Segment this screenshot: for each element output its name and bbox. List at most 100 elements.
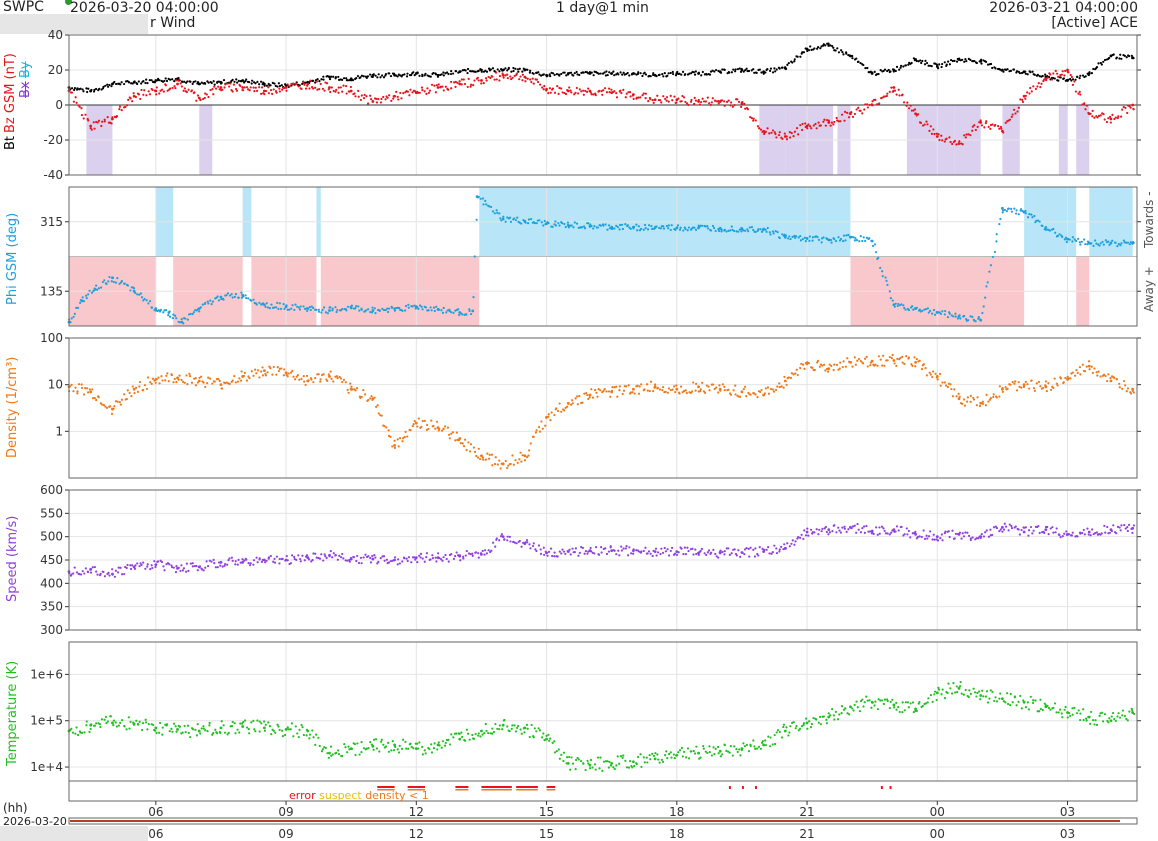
temperature-point (305, 734, 308, 737)
density-point (844, 365, 848, 368)
phi-point (445, 311, 448, 314)
phi-point (1035, 219, 1038, 222)
bz-point (139, 97, 142, 101)
speed-point (396, 563, 399, 566)
speed-point (831, 529, 834, 533)
bt-point (405, 75, 409, 78)
density-point (330, 377, 333, 380)
speed-point (900, 525, 903, 528)
temperature-point (557, 748, 560, 751)
density-point (966, 396, 969, 399)
temperature-point (194, 728, 197, 731)
speed-point (987, 535, 991, 538)
phi-point (264, 305, 267, 308)
bz-point (329, 90, 332, 94)
temperature-point (423, 749, 426, 752)
temperature-point (526, 727, 529, 730)
temperature-point (204, 729, 207, 732)
density-point (1062, 381, 1065, 384)
phi-point (897, 302, 900, 306)
density-point (175, 380, 178, 384)
temperature-point (128, 727, 131, 730)
temperature-point (231, 720, 234, 724)
bt-point (341, 78, 344, 82)
speed-point (654, 547, 658, 550)
temperature-point (380, 740, 383, 743)
speed-point (705, 553, 708, 557)
bt-point (700, 74, 703, 77)
phi-point (804, 240, 807, 243)
y-tick-label: 135 (40, 284, 63, 298)
temperature-point (660, 758, 663, 761)
bt-point (744, 69, 747, 72)
phi-point (168, 315, 172, 318)
density-point (649, 380, 653, 383)
bz-point (327, 88, 330, 91)
speed-point (397, 558, 400, 561)
density-point (377, 412, 380, 415)
speed-point (401, 560, 404, 563)
phi-point (312, 306, 315, 310)
temperature-point (525, 723, 529, 726)
temperature-point (635, 762, 638, 766)
bz-point (673, 95, 676, 98)
temperature-point (297, 735, 300, 739)
temperature-point (858, 709, 861, 713)
density-point (161, 379, 164, 382)
temperature-point (549, 737, 552, 740)
phi-point (793, 234, 796, 237)
bt-point (907, 63, 910, 66)
temperature-point (985, 690, 989, 693)
phi-point (201, 303, 204, 306)
density-point (150, 382, 153, 386)
x-tick-label: 21 (799, 805, 814, 819)
bt-point (114, 82, 118, 86)
speed-point (156, 560, 160, 563)
phi-point (1119, 244, 1122, 247)
density-point (100, 403, 104, 406)
bt-point (110, 85, 113, 88)
density-point (82, 393, 86, 396)
speed-point (362, 556, 365, 559)
phi-point (273, 306, 276, 309)
bz-point (687, 103, 690, 107)
density-point (988, 398, 992, 401)
phi-point (894, 302, 897, 305)
bz-point (272, 88, 275, 91)
bt-point (1125, 56, 1128, 59)
by-axis-label: By (18, 61, 33, 78)
temperature-point (764, 744, 768, 747)
bt-point (921, 59, 924, 63)
phi-point (164, 308, 168, 312)
phi-point (210, 303, 213, 306)
temperature-point (669, 751, 672, 754)
temperature-point (553, 740, 556, 743)
bz-point (249, 86, 252, 89)
temperature-point (135, 719, 138, 722)
phi-point (729, 229, 732, 232)
speed-point (723, 553, 726, 556)
temperature-point (1102, 720, 1105, 723)
speed-point (272, 560, 275, 563)
speed-point (851, 525, 855, 528)
temperature-point (775, 731, 778, 734)
speed-point (933, 538, 936, 541)
phi-point (277, 307, 280, 310)
density-point (998, 385, 1001, 388)
speed-point (425, 556, 428, 559)
phi-point (662, 225, 665, 228)
density-point (563, 409, 566, 412)
speed-point (806, 527, 809, 530)
temperature-point (142, 721, 145, 725)
temperature-point (170, 727, 173, 730)
speed-point (171, 566, 174, 569)
speed-point (247, 562, 250, 565)
density-point (692, 381, 695, 384)
bt-point (137, 80, 140, 83)
bt-point (784, 67, 788, 71)
bz-point (622, 88, 625, 91)
speed-point (503, 538, 506, 541)
speed-point (1054, 531, 1057, 534)
density-point (233, 374, 236, 378)
phi-point (725, 230, 728, 233)
